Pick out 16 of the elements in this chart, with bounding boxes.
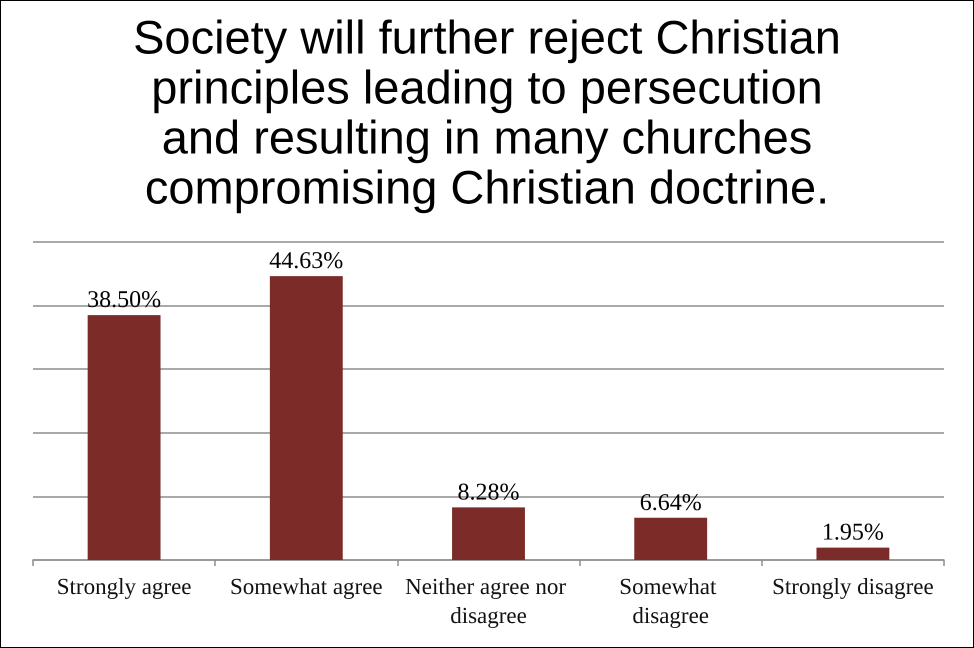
data-label: 44.63% bbox=[269, 248, 344, 274]
x-tick-label: Somewhat disagree bbox=[619, 574, 722, 628]
data-label: 6.64% bbox=[640, 490, 702, 516]
x-tick-label: Somewhat agree bbox=[230, 574, 383, 599]
x-tick-label: Strongly agree bbox=[56, 574, 192, 599]
bar bbox=[270, 276, 343, 560]
x-tick-label: Strongly disagree bbox=[772, 574, 934, 599]
bar bbox=[816, 548, 890, 560]
chart-title: Society will further reject Christian principles leading to persecution and resulting in many churches compromising Christian doctrine. bbox=[133, 10, 841, 214]
data-label: 38.50% bbox=[87, 287, 162, 314]
data-label: 8.28% bbox=[458, 479, 520, 506]
bar bbox=[88, 315, 161, 560]
bar bbox=[452, 507, 525, 560]
x-tick-label: Neither agree nor disagree bbox=[405, 574, 572, 628]
data-label: 1.95% bbox=[822, 520, 884, 546]
bar bbox=[634, 518, 708, 560]
